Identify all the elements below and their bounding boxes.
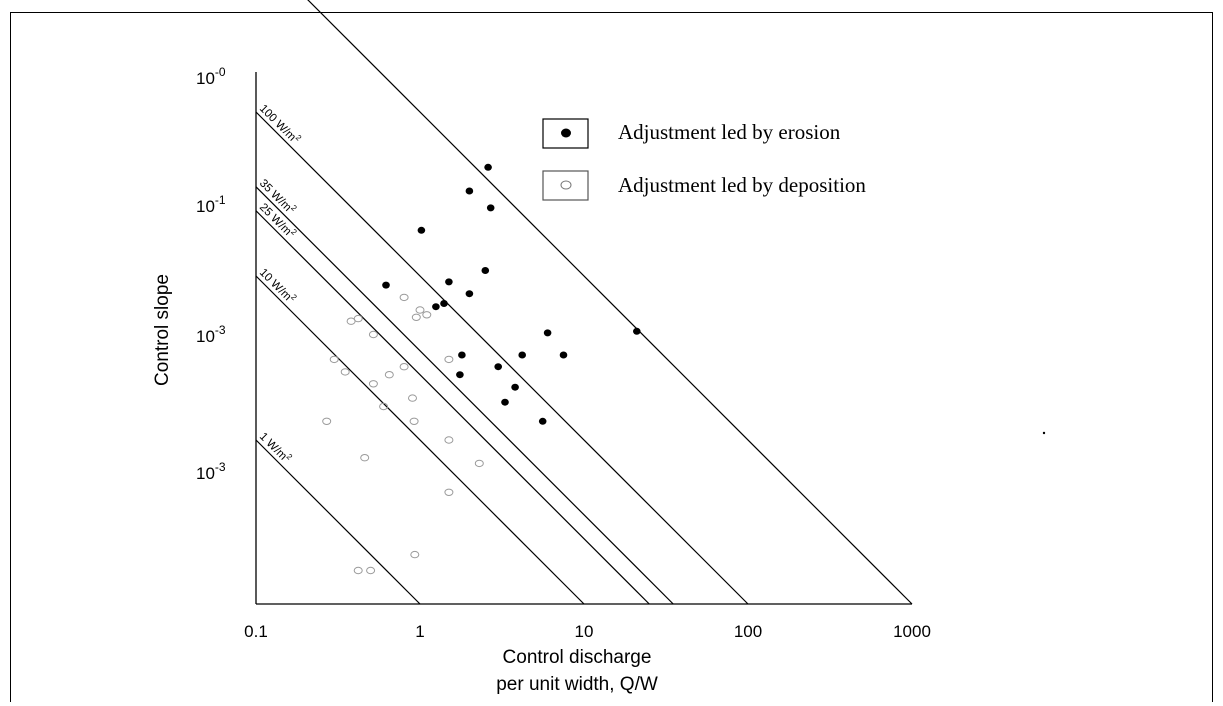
x-tick-label: 1 bbox=[415, 622, 424, 641]
erosion-point bbox=[538, 417, 547, 425]
deposition-point bbox=[474, 459, 484, 468]
deposition-point bbox=[411, 313, 421, 321]
deposition-point bbox=[353, 566, 363, 575]
power-line bbox=[255, 111, 749, 605]
stray-dot bbox=[1042, 431, 1046, 435]
deposition-point bbox=[366, 566, 376, 575]
power-line-label: 100 W/m2 bbox=[257, 101, 304, 148]
power-line bbox=[307, 0, 913, 605]
legend-deposition-label: Adjustment led by deposition bbox=[618, 173, 866, 197]
legend-erosion-label: Adjustment led by erosion bbox=[618, 120, 841, 144]
erosion-point bbox=[432, 303, 440, 311]
erosion-point bbox=[486, 204, 495, 212]
erosion-point bbox=[501, 398, 509, 406]
deposition-point bbox=[384, 371, 394, 379]
power-line bbox=[255, 275, 585, 605]
y-tick-label: 10-1 bbox=[196, 193, 226, 216]
legend-erosion-marker bbox=[561, 128, 571, 138]
erosion-point bbox=[559, 351, 568, 359]
erosion-point bbox=[633, 327, 641, 335]
deposition-point bbox=[410, 550, 420, 559]
erosion-point bbox=[543, 329, 552, 337]
x-tick-label: 10 bbox=[575, 622, 594, 641]
deposition-point bbox=[444, 488, 454, 496]
deposition-point bbox=[346, 317, 356, 325]
legend-deposition-box bbox=[542, 170, 589, 201]
figure-frame bbox=[10, 12, 1213, 702]
deposition-point bbox=[340, 368, 350, 376]
y-tick-label: 10-0 bbox=[196, 65, 226, 88]
deposition-point bbox=[368, 330, 378, 339]
deposition-point bbox=[399, 363, 409, 371]
x-axis-title-line2: per unit width, Q/W bbox=[496, 674, 658, 695]
erosion-point bbox=[417, 226, 426, 234]
x-axis-title-line1: Control discharge bbox=[503, 647, 652, 668]
erosion-point bbox=[458, 351, 466, 359]
erosion-point bbox=[494, 363, 503, 371]
erosion-point bbox=[465, 187, 474, 195]
y-tick-label: 10-3 bbox=[196, 460, 226, 483]
deposition-point bbox=[329, 355, 339, 364]
erosion-point bbox=[518, 351, 526, 359]
erosion-point bbox=[382, 281, 390, 289]
deposition-point bbox=[444, 355, 454, 364]
x-tick-label: 1000 bbox=[893, 622, 931, 641]
x-tick-label: 0.1 bbox=[244, 622, 268, 641]
x-tick-label: 100 bbox=[734, 622, 762, 641]
deposition-point bbox=[415, 306, 425, 314]
power-line bbox=[255, 210, 650, 605]
erosion-point bbox=[445, 278, 453, 286]
erosion-point bbox=[484, 163, 492, 171]
deposition-point bbox=[368, 380, 378, 388]
deposition-point bbox=[422, 311, 432, 319]
deposition-point bbox=[408, 394, 417, 402]
deposition-point bbox=[379, 402, 389, 411]
deposition-point bbox=[322, 417, 332, 425]
erosion-point bbox=[456, 371, 464, 379]
erosion-point bbox=[465, 290, 474, 298]
erosion-point bbox=[511, 383, 519, 391]
y-axis-title: Control slope bbox=[152, 274, 173, 386]
data-points-group bbox=[322, 163, 641, 575]
deposition-point bbox=[444, 436, 454, 444]
power-line bbox=[255, 439, 421, 605]
legend-deposition-marker bbox=[560, 180, 572, 190]
legend: Adjustment led by erosion Adjustment led… bbox=[542, 118, 866, 201]
deposition-point bbox=[399, 293, 409, 302]
power-line-label: 10 W/m2 bbox=[257, 265, 299, 307]
erosion-point bbox=[481, 267, 490, 274]
deposition-point bbox=[409, 417, 419, 425]
y-tick-label: 10-3 bbox=[196, 323, 226, 346]
deposition-point bbox=[360, 454, 370, 462]
power-line bbox=[255, 186, 674, 605]
erosion-point bbox=[440, 300, 448, 307]
